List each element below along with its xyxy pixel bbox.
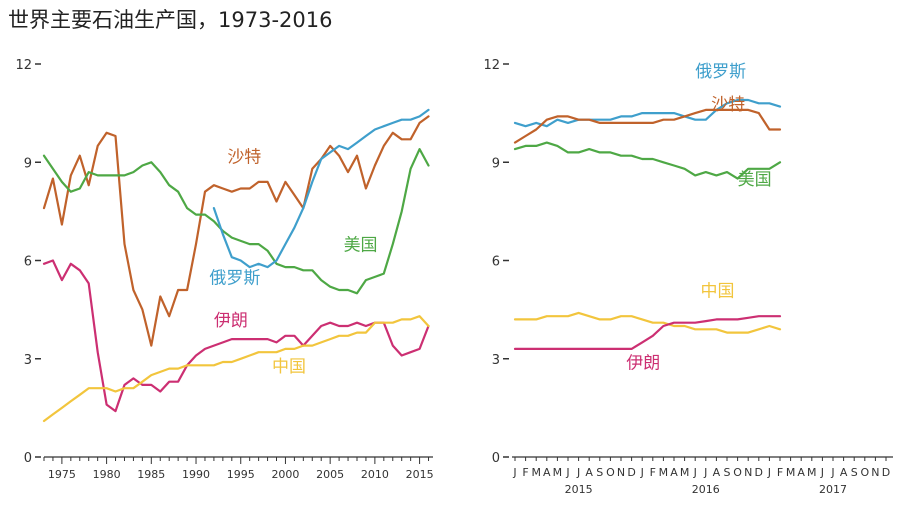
- x-tick-label-left-8: 2015: [406, 468, 434, 481]
- month-label-18: J: [703, 466, 707, 479]
- x-tick-label-left-7: 2010: [361, 468, 389, 481]
- month-label-31: A: [840, 466, 848, 479]
- annotation-left-usa: 美国: [344, 236, 378, 256]
- series-line-left-china: [42, 315, 430, 423]
- year-label-0: 2015: [565, 483, 593, 496]
- series-line-left-saudi: [42, 115, 430, 347]
- y-tick-label-0-3: 9: [24, 156, 32, 171]
- month-label-8: S: [596, 466, 603, 479]
- month-label-28: M: [807, 466, 817, 479]
- month-label-21: O: [733, 466, 742, 479]
- month-label-23: D: [755, 466, 763, 479]
- month-label-25: F: [777, 466, 783, 479]
- month-label-20: S: [724, 466, 731, 479]
- month-label-10: N: [617, 466, 625, 479]
- month-label-34: N: [871, 466, 879, 479]
- month-label-33: O: [860, 466, 869, 479]
- y-tick-label-0-4: 12: [15, 58, 32, 73]
- month-label-6: J: [576, 466, 580, 479]
- month-label-27: A: [797, 466, 805, 479]
- annotation-right-usa: 美国: [738, 170, 772, 190]
- month-label-2: M: [531, 466, 541, 479]
- series-line-right-iran: [513, 315, 782, 350]
- month-label-17: J: [693, 466, 697, 479]
- x-tick-label-left-6: 2005: [316, 468, 344, 481]
- year-label-1: 2016: [692, 483, 720, 496]
- month-label-16: M: [680, 466, 690, 479]
- month-label-13: F: [650, 466, 656, 479]
- y-tick-label-0-1: 3: [24, 353, 32, 368]
- series-line-left-usa: [42, 148, 430, 295]
- month-label-32: S: [851, 466, 858, 479]
- y-tick-label-0-0: 0: [24, 451, 32, 466]
- month-label-12: J: [640, 466, 644, 479]
- x-tick-label-left-1: 1980: [93, 468, 121, 481]
- month-label-35: D: [882, 466, 890, 479]
- month-label-11: D: [627, 466, 635, 479]
- month-label-29: J: [820, 466, 824, 479]
- x-tick-label-left-3: 1990: [182, 468, 210, 481]
- y-tick-label-0-2: 6: [24, 255, 32, 270]
- y-tick-label-1-4: 12: [483, 58, 500, 73]
- month-label-22: N: [744, 466, 752, 479]
- annotation-left-russia: 俄罗斯: [209, 268, 260, 288]
- month-label-5: J: [565, 466, 569, 479]
- series-line-right-usa: [513, 141, 782, 180]
- month-label-26: M: [786, 466, 796, 479]
- month-label-3: A: [543, 466, 551, 479]
- annotation-right-iran: 伊朗: [626, 354, 660, 374]
- month-label-1: F: [522, 466, 528, 479]
- series-line-left-russia: [212, 108, 430, 269]
- month-label-9: O: [606, 466, 615, 479]
- page-title: 世界主要石油生产国，1973-2016: [8, 8, 333, 32]
- y-tick-label-1-1: 3: [492, 353, 500, 368]
- annotation-left-china: 中国: [272, 357, 306, 377]
- series-line-left-iran: [42, 259, 430, 413]
- annotation-left-iran: 伊朗: [214, 311, 248, 331]
- annotation-right-saudi: 沙特: [711, 95, 745, 115]
- month-label-0: J: [512, 466, 516, 479]
- month-label-7: A: [585, 466, 593, 479]
- annotation-right-china: 中国: [701, 282, 735, 302]
- chart-history-1973-2016: 0 3 6 9 12 1975 1980 1985 1990 1995 2000 2005 2010 20…: [15, 58, 433, 481]
- series-line-right-russia: [513, 98, 782, 128]
- month-label-19: A: [713, 466, 721, 479]
- month-label-15: A: [670, 466, 678, 479]
- x-tick-label-left-4: 1995: [227, 468, 255, 481]
- series-line-right-china: [513, 311, 782, 334]
- month-label-4: M: [553, 466, 563, 479]
- y-tick-label-1-0: 0: [492, 451, 500, 466]
- x-tick-label-left-5: 2000: [271, 468, 299, 481]
- year-label-2: 2017: [819, 483, 847, 496]
- x-tick-label-left-0: 1975: [48, 468, 76, 481]
- annotation-right-russia: 俄罗斯: [695, 62, 746, 82]
- series-line-right-saudi: [513, 108, 782, 144]
- y-tick-label-1-3: 9: [492, 156, 500, 171]
- annotation-left-saudi: 沙特: [227, 147, 261, 167]
- month-label-24: J: [767, 466, 771, 479]
- month-label-14: M: [659, 466, 669, 479]
- x-tick-label-left-2: 1985: [137, 468, 165, 481]
- y-tick-label-1-2: 6: [492, 255, 500, 270]
- month-label-30: J: [830, 466, 834, 479]
